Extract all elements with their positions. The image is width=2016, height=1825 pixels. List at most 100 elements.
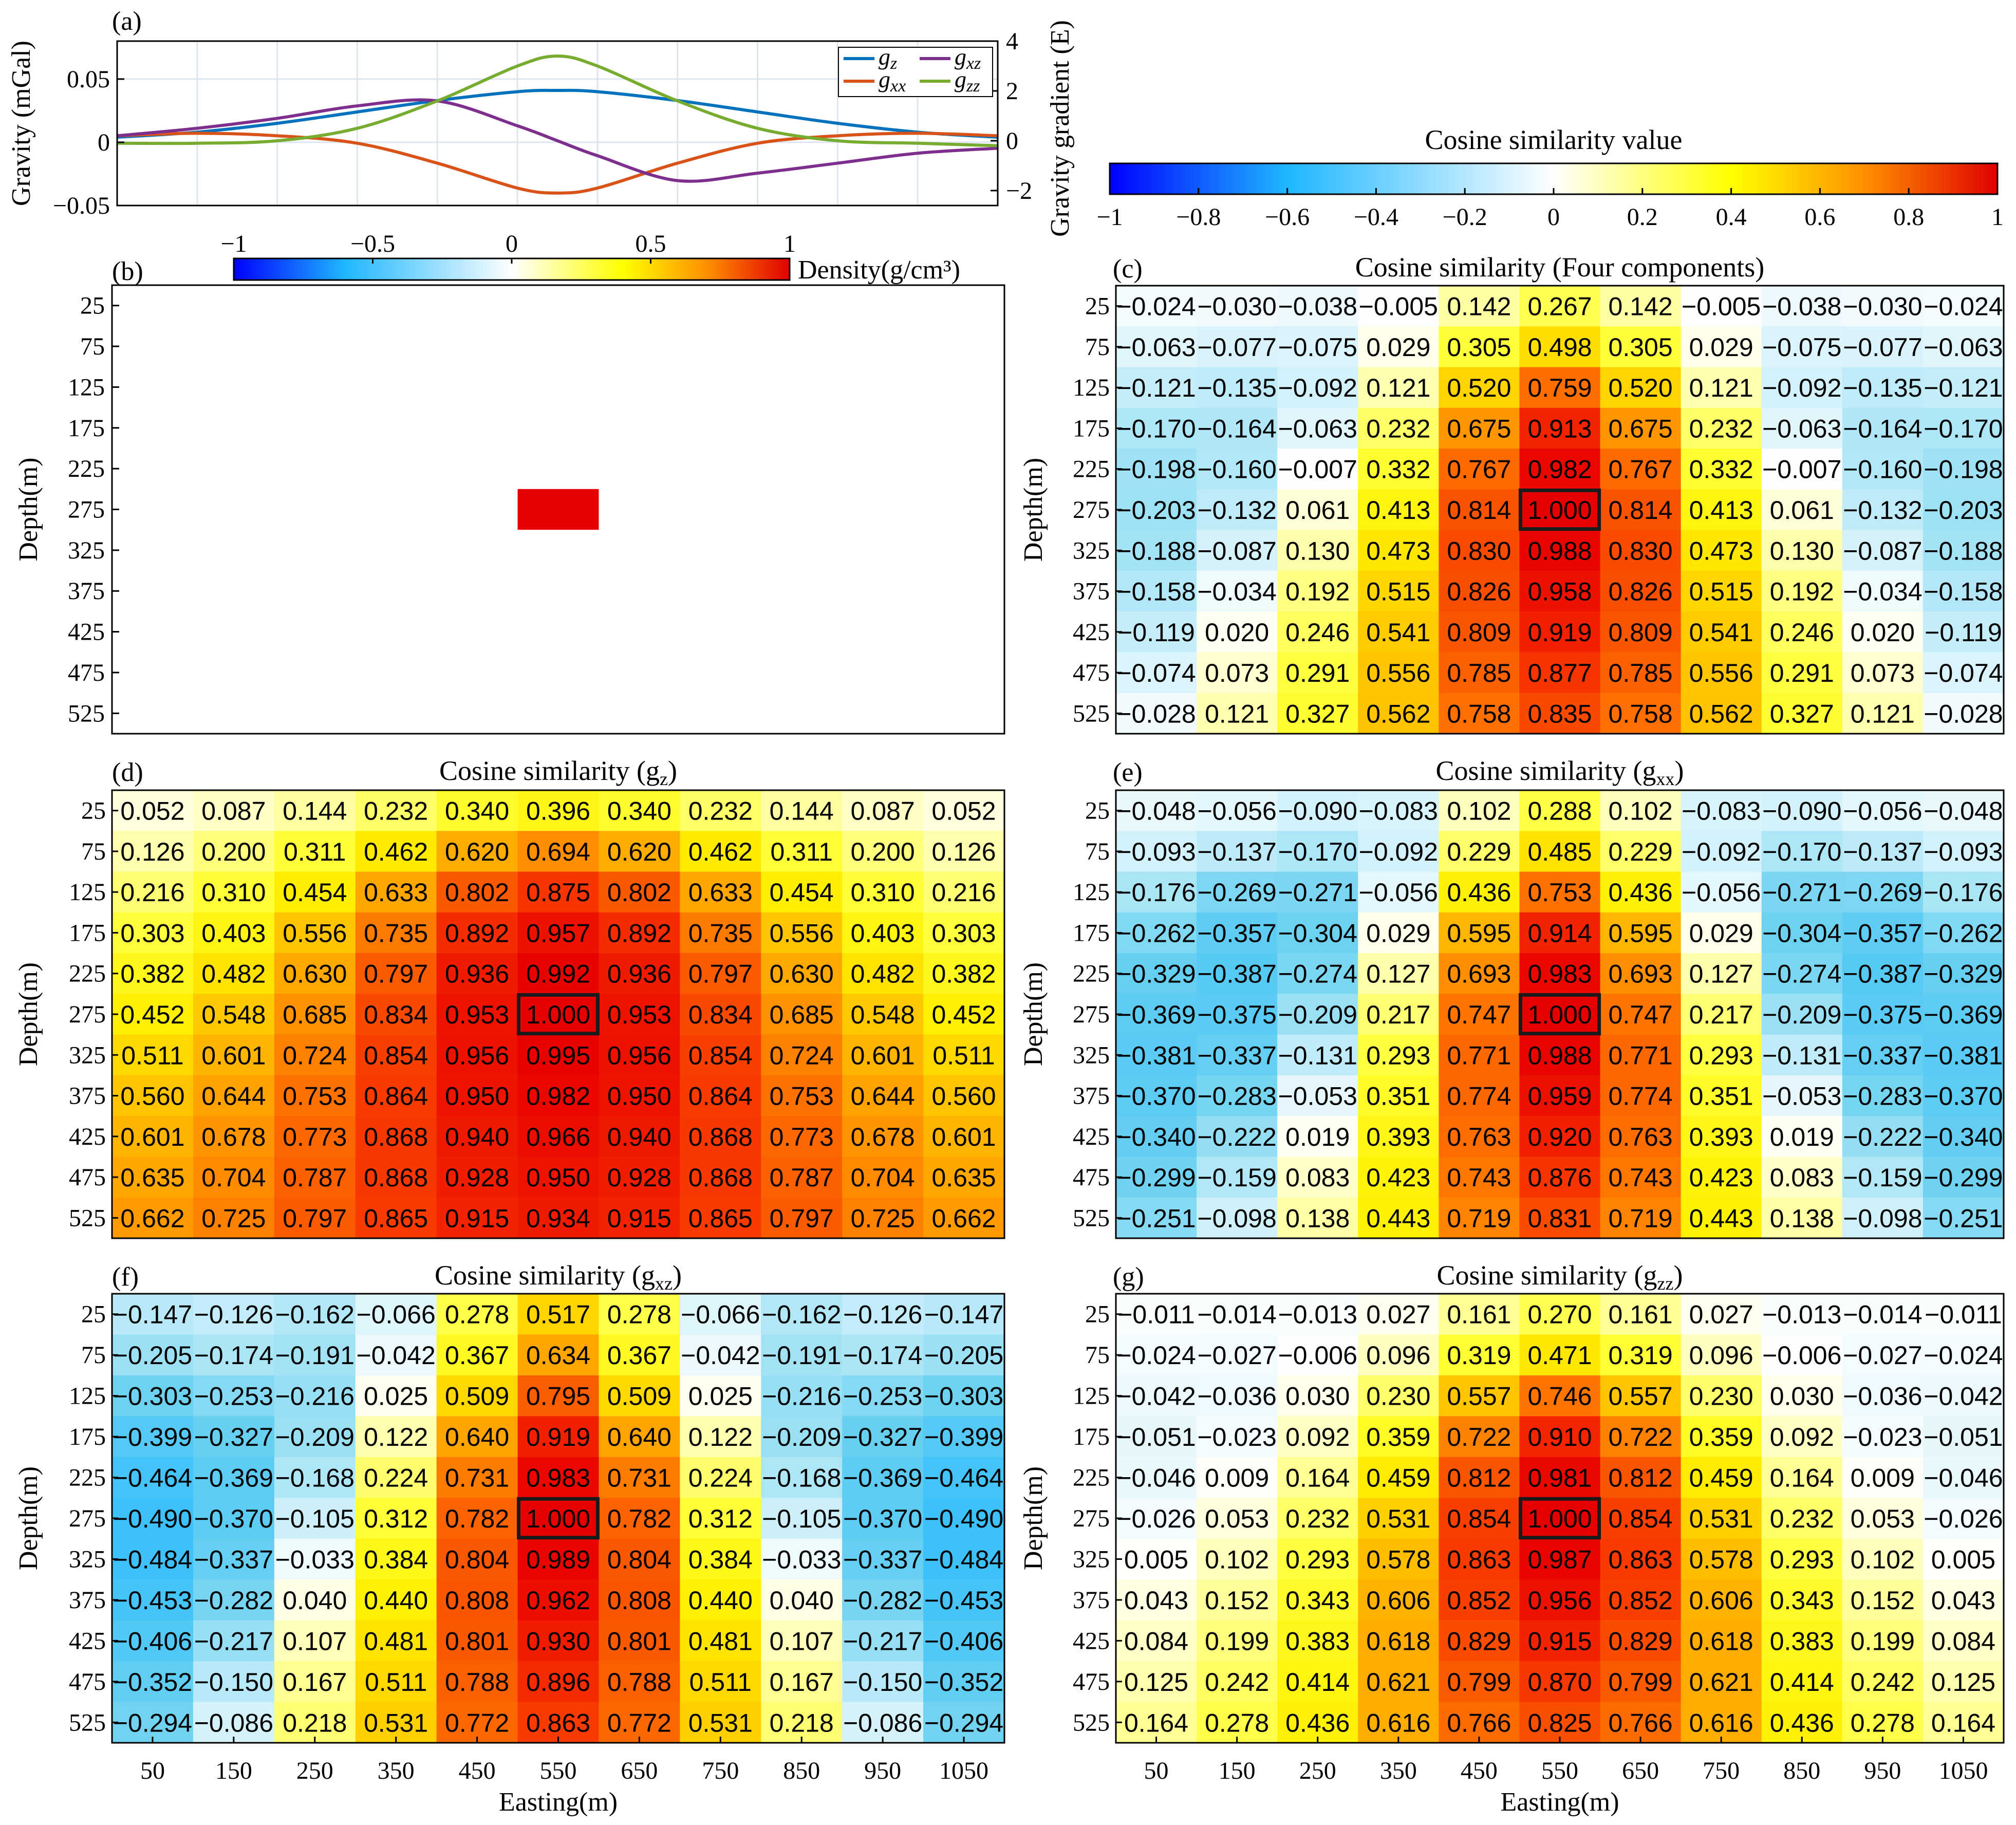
heatmap-cell [1681, 1538, 1762, 1580]
heatmap-cell [1922, 1116, 2004, 1158]
heatmap-cell [923, 1075, 1005, 1116]
cell-value: −0.036 [1197, 1382, 1276, 1411]
heatmap-cell [1439, 912, 1520, 954]
cell-value: 0.601 [120, 1123, 184, 1151]
cell-value: 0.217 [1689, 1000, 1753, 1029]
heatmap-cell [1519, 652, 1601, 694]
cell-value: 0.982 [1527, 455, 1592, 484]
x-tick-label: 550 [1541, 1757, 1578, 1784]
cell-value: −0.135 [1843, 374, 1922, 402]
cell-value: 0.319 [1447, 1341, 1511, 1370]
cell-value: 0.164 [1285, 1464, 1350, 1493]
heatmap-cell [680, 790, 761, 831]
cell-value: 0.685 [770, 1000, 834, 1029]
panel-g: −0.011 −0.014 −0.013 0.027 0.161 0.270 0.161 0.… [1019, 1260, 2005, 1817]
heatmap-cell [1116, 1334, 1197, 1376]
heatmap-cell [1439, 286, 1520, 327]
cell-value: −0.283 [1197, 1082, 1276, 1111]
cell-value: 0.423 [1366, 1163, 1430, 1192]
cell-value: −0.126 [843, 1300, 922, 1329]
heatmap-cell [1116, 286, 1197, 327]
heatmap-cell [1116, 1538, 1197, 1580]
cell-value: −0.083 [1682, 797, 1761, 826]
cell-value: 0.595 [1447, 919, 1511, 947]
heatmap-cell [1600, 994, 1682, 1035]
y-tick-label: 475 [1073, 659, 1110, 686]
heatmap-cell [1358, 1498, 1439, 1539]
colorbar-tick-label: −0.8 [1176, 203, 1221, 231]
cell-value: 0.678 [201, 1123, 266, 1151]
heatmap-cell [680, 912, 761, 954]
cell-value: −0.299 [1924, 1163, 2003, 1192]
heatmap-cell [1116, 652, 1197, 694]
cell-value: 0.758 [1447, 699, 1511, 728]
heatmap-cell [355, 1661, 437, 1703]
cell-value: 0.511 [121, 1041, 183, 1070]
y-tick-label: 25 [81, 1301, 106, 1328]
colorbar-tick-label: −0.6 [1265, 203, 1310, 231]
cell-value: 0.854 [1447, 1504, 1511, 1533]
cell-value: 0.809 [1609, 618, 1673, 647]
heatmap-cell [193, 871, 275, 913]
heatmap-cell [436, 1157, 518, 1198]
cell-value: −0.164 [1843, 414, 1922, 443]
heatmap-cell [842, 1334, 924, 1376]
heatmap-cell [274, 1334, 356, 1376]
heatmap-cell [1761, 611, 1843, 653]
panel-title: Cosine similarity (gxx) [1436, 755, 1684, 789]
heatmap-cell [1600, 570, 1682, 612]
panel-label-g: (g) [1113, 1262, 1144, 1292]
cell-value: 0.864 [688, 1082, 753, 1111]
heatmap-cell [599, 1702, 680, 1743]
cell-value: −0.159 [1197, 1163, 1276, 1192]
y-tick-label: 175 [69, 919, 106, 946]
cell-value: −0.066 [681, 1300, 760, 1329]
heatmap-cell [1681, 652, 1762, 694]
heatmap-cell [1761, 407, 1843, 449]
cell-value: 0.125 [1124, 1668, 1188, 1697]
heatmap-cell [599, 994, 680, 1035]
cell-value: 0.814 [1447, 496, 1511, 525]
heatmap-cell [1197, 1579, 1278, 1621]
heatmap-cell [1197, 1034, 1278, 1076]
heatmap-cell [1197, 1416, 1278, 1458]
cell-value: 0.278 [445, 1300, 509, 1329]
heatmap-cell [1197, 286, 1278, 327]
cell-value: 0.797 [283, 1204, 347, 1233]
heatmap-cell [1358, 1116, 1439, 1158]
heatmap-cell [1600, 1157, 1682, 1198]
cell-value: 0.200 [851, 837, 915, 866]
cell-value: −0.147 [924, 1300, 1003, 1329]
heatmap-cell [1842, 611, 1924, 653]
cell-value: −0.051 [1924, 1423, 2003, 1451]
cell-value: 0.829 [1609, 1627, 1673, 1655]
cell-value: 0.107 [770, 1627, 834, 1655]
cell-value: 0.795 [526, 1382, 590, 1411]
heatmap-cell [193, 1498, 275, 1539]
heatmap-cell [1842, 693, 1924, 734]
heatmap-cell [1439, 570, 1520, 612]
cell-value: 0.618 [1366, 1627, 1430, 1655]
heatmap-cell [1439, 1375, 1520, 1417]
cell-value: 0.854 [688, 1041, 753, 1070]
cell-value: 0.630 [770, 960, 834, 989]
heatmap-cell [112, 994, 194, 1035]
heatmap-cell [1197, 1538, 1278, 1580]
heatmap-cell [1277, 449, 1358, 490]
cell-value: −0.137 [1843, 837, 1922, 866]
heatmap-cell [1519, 994, 1601, 1035]
panel-label-d: (d) [112, 758, 143, 787]
y-axis-label: Depth(m) [1019, 962, 1048, 1066]
heatmap-cell [1842, 1661, 1924, 1703]
heatmap-cell [1842, 1075, 1924, 1116]
heatmap-cell [274, 790, 356, 831]
heatmap-cell [193, 1416, 275, 1458]
cell-value: 0.785 [1447, 659, 1511, 687]
cell-value: 0.854 [1609, 1504, 1673, 1533]
cell-value: 0.443 [1366, 1204, 1430, 1233]
cell-value: 0.644 [851, 1082, 915, 1111]
cell-value: 0.804 [445, 1545, 509, 1574]
heatmap-cell [599, 871, 680, 913]
heatmap-cell [193, 1334, 275, 1376]
